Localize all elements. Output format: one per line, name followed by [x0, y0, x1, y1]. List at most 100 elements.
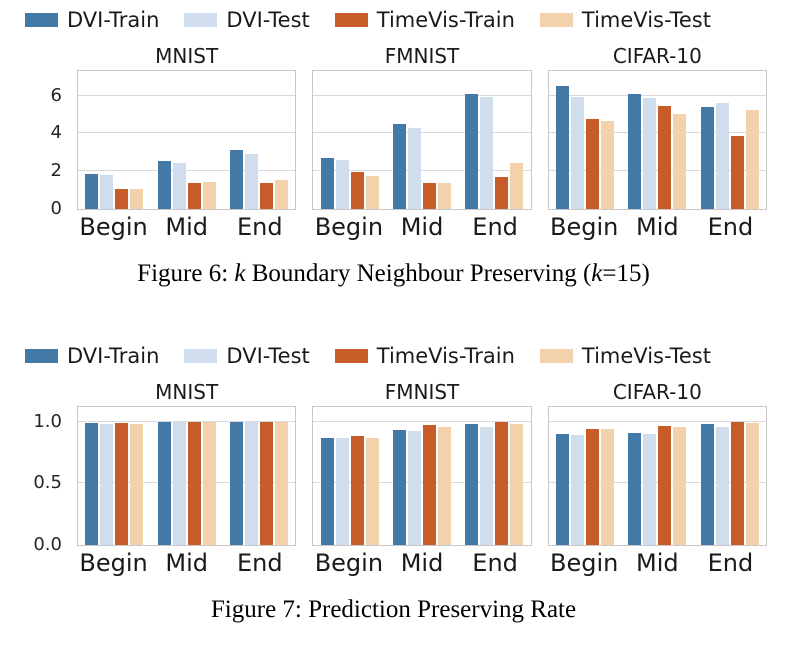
bar-group-begin [313, 71, 385, 209]
legend-swatch-icon [184, 349, 218, 363]
bar-dvi-train-mid [157, 421, 171, 545]
legend-label: DVI-Test [226, 344, 310, 368]
caption-text: Figure 7: Prediction Preserving Rate [210, 596, 577, 623]
bar-dvi-test-mid [407, 127, 421, 209]
y-tick-label: 4 [50, 122, 62, 144]
bar-dvi-test-mid [407, 431, 421, 545]
bar-timevis-test-begin [600, 121, 614, 209]
bar-dvi-test-end [480, 97, 494, 209]
bar-dvi-train-end [230, 421, 244, 545]
legend-item-timevis-test: TimeVis-Test [539, 344, 711, 368]
bar-group-end [694, 407, 766, 545]
bar-timevis-test-end [275, 422, 289, 545]
bar-timevis-test-begin [600, 429, 614, 545]
x-tick-label-mid: Mid [165, 549, 208, 577]
legend-item-timevis-test: TimeVis-Test [539, 8, 711, 32]
bar-timevis-test-mid [673, 426, 687, 545]
bar-dvi-test-end [480, 426, 494, 545]
x-tick-label-end: End [707, 549, 754, 577]
bar-dvi-test-mid [172, 422, 186, 545]
bar-dvi-train-begin [555, 86, 569, 209]
x-axis-ticks: Begin Mid End [548, 210, 767, 246]
x-tick-label-mid: Mid [165, 213, 208, 241]
gridline [548, 94, 766, 96]
bar-timevis-train-mid [658, 426, 672, 545]
x-tick-label-end: End [472, 213, 518, 241]
x-axis-ticks: Begin Mid End [548, 546, 767, 582]
bar-dvi-train-begin [85, 423, 99, 545]
bar-group-mid [621, 407, 693, 545]
bar-dvi-test-begin [335, 159, 349, 209]
y-tick-label: 0 [50, 198, 62, 219]
bar-timevis-train-mid [422, 183, 436, 209]
subplot-title: CIFAR-10 [612, 44, 702, 68]
bar-timevis-train-mid [187, 183, 201, 209]
bar-timevis-test-mid [202, 422, 216, 545]
bar-group-mid [150, 71, 222, 209]
figure-6: DVI-Train DVI-Test TimeVis-Train TimeVis-Te… [0, 8, 787, 290]
chart-row: 0 2 4 6 MNIST Begin Mid End FMNIST Begin Mid End CIF… [0, 44, 787, 246]
x-axis-ticks: Begin Mid End [77, 210, 296, 246]
bar-timevis-train-end [260, 182, 274, 209]
gridline [78, 170, 296, 172]
bar-dvi-test-begin [335, 438, 349, 545]
bar-timevis-train-end [730, 422, 744, 545]
bar-timevis-train-begin [115, 189, 129, 209]
caption-text: k [234, 260, 246, 287]
bar-group-begin [313, 407, 385, 545]
bar-dvi-train-end [465, 93, 479, 209]
legend-label: TimeVis-Test [581, 344, 711, 368]
legend-label: DVI-Train [67, 344, 160, 368]
bar-group-end [694, 71, 766, 209]
x-tick-label-end: End [236, 549, 283, 577]
subplot-cifar-10: CIFAR-10 Begin Mid End [547, 44, 767, 246]
bar-timevis-test-begin [365, 437, 379, 545]
gridline [548, 482, 766, 484]
gridline [548, 170, 766, 172]
gridline [548, 420, 766, 422]
bar-timevis-train-mid [422, 424, 436, 545]
legend-item-dvi-test: DVI-Test [184, 8, 310, 32]
legend-label: TimeVis-Test [581, 8, 711, 32]
legend-item-timevis-train: TimeVis-Train [334, 344, 515, 368]
legend-label: DVI-Train [67, 8, 160, 32]
legend-label: DVI-Test [226, 8, 310, 32]
x-tick-label-begin: Begin [314, 213, 384, 241]
bar-timevis-train-begin [115, 423, 129, 545]
bar-dvi-test-begin [100, 174, 114, 209]
bar-group-begin [549, 71, 621, 209]
legend-item-timevis-train: TimeVis-Train [334, 8, 515, 32]
x-tick-label-end: End [707, 213, 754, 241]
x-tick-label-mid: Mid [400, 549, 444, 577]
x-tick-label-begin: Begin [314, 549, 384, 577]
bar-timevis-train-end [260, 421, 274, 545]
caption-text: =15) [602, 260, 650, 287]
bar-group-begin [78, 71, 150, 209]
bar-timevis-test-begin [130, 189, 144, 209]
legend: DVI-Train DVI-Test TimeVis-Train TimeVis-Te… [0, 344, 787, 368]
subplot-title: CIFAR-10 [612, 380, 702, 404]
bar-dvi-train-end [700, 424, 714, 545]
bar-dvi-train-end [230, 150, 244, 209]
legend-item-dvi-train: DVI-Train [25, 8, 159, 32]
bar-dvi-test-end [245, 154, 259, 209]
bar-dvi-train-mid [157, 160, 171, 209]
figure-caption: Figure 6: k Boundary Neighbour Preservin… [0, 258, 787, 290]
legend-swatch-icon [539, 13, 573, 27]
legend-label: TimeVis-Train [376, 344, 515, 368]
legend-swatch-icon [334, 13, 368, 27]
plot-area-cifar-10 [547, 406, 767, 546]
bar-timevis-train-end [495, 176, 509, 209]
bar-timevis-train-end [495, 421, 509, 545]
x-tick-label-end: End [236, 213, 283, 241]
legend-item-dvi-test: DVI-Test [184, 344, 310, 368]
bar-dvi-train-mid [392, 123, 406, 209]
gridline [78, 482, 296, 484]
bar-group-begin [549, 407, 621, 545]
y-tick-label: 6 [50, 84, 62, 106]
bar-dvi-test-mid [643, 433, 657, 545]
y-tick-label: 2 [50, 160, 62, 182]
bar-dvi-test-begin [570, 435, 584, 545]
bar-group-mid [621, 71, 693, 209]
